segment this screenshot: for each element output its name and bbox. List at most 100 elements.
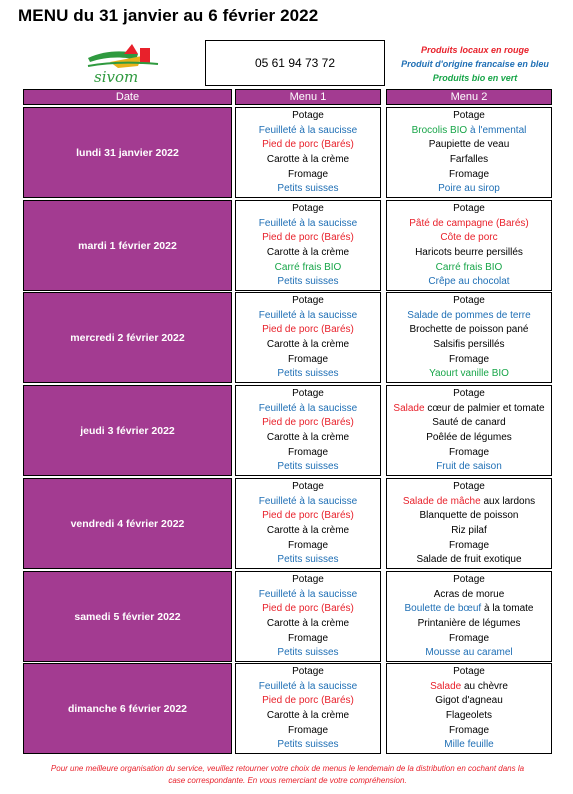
menu-item-text: Côte de porc <box>440 232 498 244</box>
phone-number-box: 05 61 94 73 72 <box>205 40 385 86</box>
menu-item: Côte de porc <box>387 231 551 246</box>
menu-item: Sauté de canard <box>387 416 551 431</box>
menu-item-text: Petits suisses <box>277 554 339 566</box>
menu-item: Fromage <box>387 168 551 183</box>
menu-item: Carotte à la crème <box>236 246 380 261</box>
menu-item-text: Mousse au caramel <box>425 647 513 659</box>
menu1-cell: Potage Feuilleté à la saucisse Pied de por… <box>235 292 381 383</box>
menu-item: Potage <box>387 202 551 217</box>
menu-item-text: Pied de porc (Barés) <box>262 695 354 707</box>
menu-item: Potage <box>236 202 380 217</box>
header-menu1: Menu 1 <box>235 89 381 105</box>
menu-item: Pied de porc (Barés) <box>236 694 380 709</box>
menu-item: Boulette de bœuf à la tomate <box>387 602 551 617</box>
menu-item-text: Fromage <box>448 539 489 551</box>
date-cell: samedi 5 février 2022 <box>23 571 232 662</box>
menu-item: Potage <box>236 387 380 402</box>
menu-item-text: Boulette de bœuf <box>404 603 484 615</box>
menu-item: Yaourt vanille BIO <box>387 367 551 382</box>
menu-item: Feuilleté à la saucisse <box>236 495 380 510</box>
menu-item: Potage <box>236 480 380 495</box>
menu-item: Salsifis persillés <box>387 338 551 353</box>
menu-item: Salade de pommes de terre <box>387 309 551 324</box>
menu-item: Brocolis BIO à l'emmental <box>387 124 551 139</box>
menu-item-text: à la tomate <box>484 603 534 615</box>
menu-item: Pâté de campagne (Barés) <box>387 217 551 232</box>
menu-item: Potage <box>236 573 380 588</box>
menu-item-text: Carotte à la crème <box>266 525 350 537</box>
menu-item-text: Potage <box>292 388 324 399</box>
menu1-cell: Potage Feuilleté à la saucisse Pied de por… <box>235 478 381 569</box>
menu-item-text: Potage <box>292 110 324 121</box>
menu-item: Potage <box>387 294 551 309</box>
menu-item: Petits suisses <box>236 553 380 568</box>
menu-item: Riz pilaf <box>387 524 551 539</box>
menu-item-text: au chèvre <box>464 680 508 692</box>
menu-item-text: à l'emmental <box>469 124 527 136</box>
menu-item-text: Printanière de légumes <box>417 618 521 630</box>
header-menu2: Menu 2 <box>386 89 552 105</box>
menu-item: Potage <box>236 294 380 309</box>
menu-item-text: Pied de porc (Barés) <box>262 417 354 429</box>
menu-item-text: Carotte à la crème <box>266 339 350 351</box>
day-row: jeudi 3 février 2022 Potage Feuilleté à la… <box>23 385 552 476</box>
legend-local: Produits locaux en rouge <box>420 45 530 55</box>
menu-item: Carré frais BIO <box>387 261 551 276</box>
menu-item: Pied de porc (Barés) <box>236 416 380 431</box>
menu-item: Potage <box>387 573 551 588</box>
menu-item: Carotte à la crème <box>236 709 380 724</box>
header-date: Date <box>23 89 232 105</box>
menu-item-text: Fromage <box>287 446 328 458</box>
menu-item-text: Carotte à la crème <box>266 432 350 444</box>
menu-item: Mille feuille <box>387 738 551 753</box>
date-cell: mercredi 2 février 2022 <box>23 292 232 383</box>
menu-item: Feuilleté à la saucisse <box>236 680 380 695</box>
menu-item-text: Salade de fruit exotique <box>416 554 522 566</box>
menu-item: Fromage <box>236 446 380 461</box>
menu1-cell: Potage Feuilleté à la saucisse Pied de por… <box>235 385 381 476</box>
menu-item-text: Potage <box>453 388 485 399</box>
menu-item: Potage <box>236 665 380 680</box>
menu1-cell: Potage Feuilleté à la saucisse Pied de por… <box>235 663 381 754</box>
legend-french-origin: Produit d'origine francaise en bleu <box>401 59 549 69</box>
day-row: mercredi 2 février 2022 Potage Feuilleté à… <box>23 292 552 383</box>
menu-item-text: Petits suisses <box>277 647 339 659</box>
color-legend: Produits locaux en rouge Produit d'origi… <box>390 43 560 85</box>
menu-item: Pied de porc (Barés) <box>236 138 380 153</box>
menu-item: Poire au sirop <box>387 182 551 197</box>
menu-item-text: Feuilleté à la saucisse <box>258 124 358 136</box>
menu-item: Potage <box>236 109 380 124</box>
menu2-cell: Potage Salade de pommes de terre Brochette… <box>386 292 552 383</box>
menu-item-text: Pied de porc (Barés) <box>262 324 354 336</box>
menu-item: Pied de porc (Barés) <box>236 231 380 246</box>
menu-item-text: Crêpe au chocolat <box>428 276 510 288</box>
menu-item-text: Potage <box>292 295 324 306</box>
menu-item: Carotte à la crème <box>236 338 380 353</box>
menu-item-text: Gigot d'agneau <box>435 695 503 707</box>
menu-item: Blanquette de poisson <box>387 509 551 524</box>
page-title: MENU du 31 janvier au 6 février 2022 <box>18 6 319 25</box>
menu-item-text: Carotte à la crème <box>266 618 350 630</box>
menu-item-text: Feuilleté à la saucisse <box>258 680 358 692</box>
menu-item: Fromage <box>236 724 380 739</box>
menu-item-text: Carotte à la crème <box>266 154 350 166</box>
menu-item: Petits suisses <box>236 738 380 753</box>
menu-item: Salade de mâche aux lardons <box>387 495 551 510</box>
day-row: samedi 5 février 2022 Potage Feuilleté à l… <box>23 571 552 662</box>
date-cell: dimanche 6 février 2022 <box>23 663 232 754</box>
menu-item-text: Feuilleté à la saucisse <box>258 309 358 321</box>
menu-item: Carotte à la crème <box>236 524 380 539</box>
menu-item: Carotte à la crème <box>236 153 380 168</box>
menu-item: Gigot d'agneau <box>387 694 551 709</box>
menu-item: Pied de porc (Barés) <box>236 509 380 524</box>
menu-item-text: Potage <box>292 481 324 492</box>
menu-item: Fromage <box>387 539 551 554</box>
menu-item: Poêlée de légumes <box>387 431 551 446</box>
menu-item: Fromage <box>387 724 551 739</box>
menu-item-text: Salade de pommes de terre <box>407 309 531 321</box>
menu-item-text: Fromage <box>287 168 328 180</box>
menu-item-text: Acras de morue <box>433 588 505 600</box>
menu-item: Paupiette de veau <box>387 138 551 153</box>
menu-item-text: Fromage <box>448 724 489 736</box>
table-header: Date Menu 1 Menu 2 <box>23 89 552 105</box>
